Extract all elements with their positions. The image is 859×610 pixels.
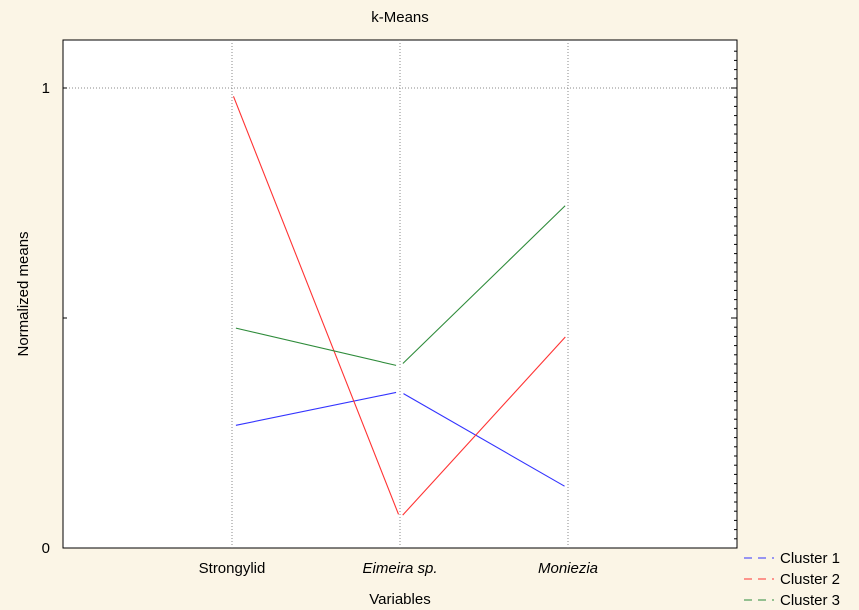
plot-area xyxy=(62,39,738,549)
x-tick-label: Moniezia xyxy=(538,560,598,577)
series-line-segment xyxy=(232,96,400,515)
y-tick-label: 0 xyxy=(42,540,50,557)
series-line-segment xyxy=(402,205,566,364)
series-line-segment xyxy=(235,391,397,426)
legend-item: Cluster 1 xyxy=(744,550,840,567)
x-tick-label: Strongylid xyxy=(199,560,266,577)
series-line-segment xyxy=(235,327,397,366)
y-axis-label: Normalized means xyxy=(15,231,32,356)
chart-title: k-Means xyxy=(371,9,429,26)
grid xyxy=(63,40,737,548)
x-tick-labels: Strongylid Eimeira sp. Moniezia xyxy=(199,560,598,577)
series-line-segment xyxy=(402,336,566,516)
legend: Cluster 1 Cluster 2 Cluster 3 xyxy=(744,550,840,609)
series-3 xyxy=(235,205,566,366)
legend-label: Cluster 1 xyxy=(780,550,840,567)
series-line-segment xyxy=(403,393,565,487)
minor-ticks xyxy=(63,50,737,549)
legend-item: Cluster 3 xyxy=(744,592,840,609)
x-tick-label: Eimeira sp. xyxy=(362,560,437,577)
x-axis-label: Variables xyxy=(369,591,430,608)
y-tick-label: 1 xyxy=(42,80,50,97)
y-tick-labels: 01 xyxy=(42,80,50,557)
series-1 xyxy=(235,391,565,487)
legend-item: Cluster 2 xyxy=(744,571,840,588)
legend-label: Cluster 2 xyxy=(780,571,840,588)
series-2 xyxy=(232,96,566,516)
series-layer xyxy=(232,96,566,516)
legend-label: Cluster 3 xyxy=(780,592,840,609)
